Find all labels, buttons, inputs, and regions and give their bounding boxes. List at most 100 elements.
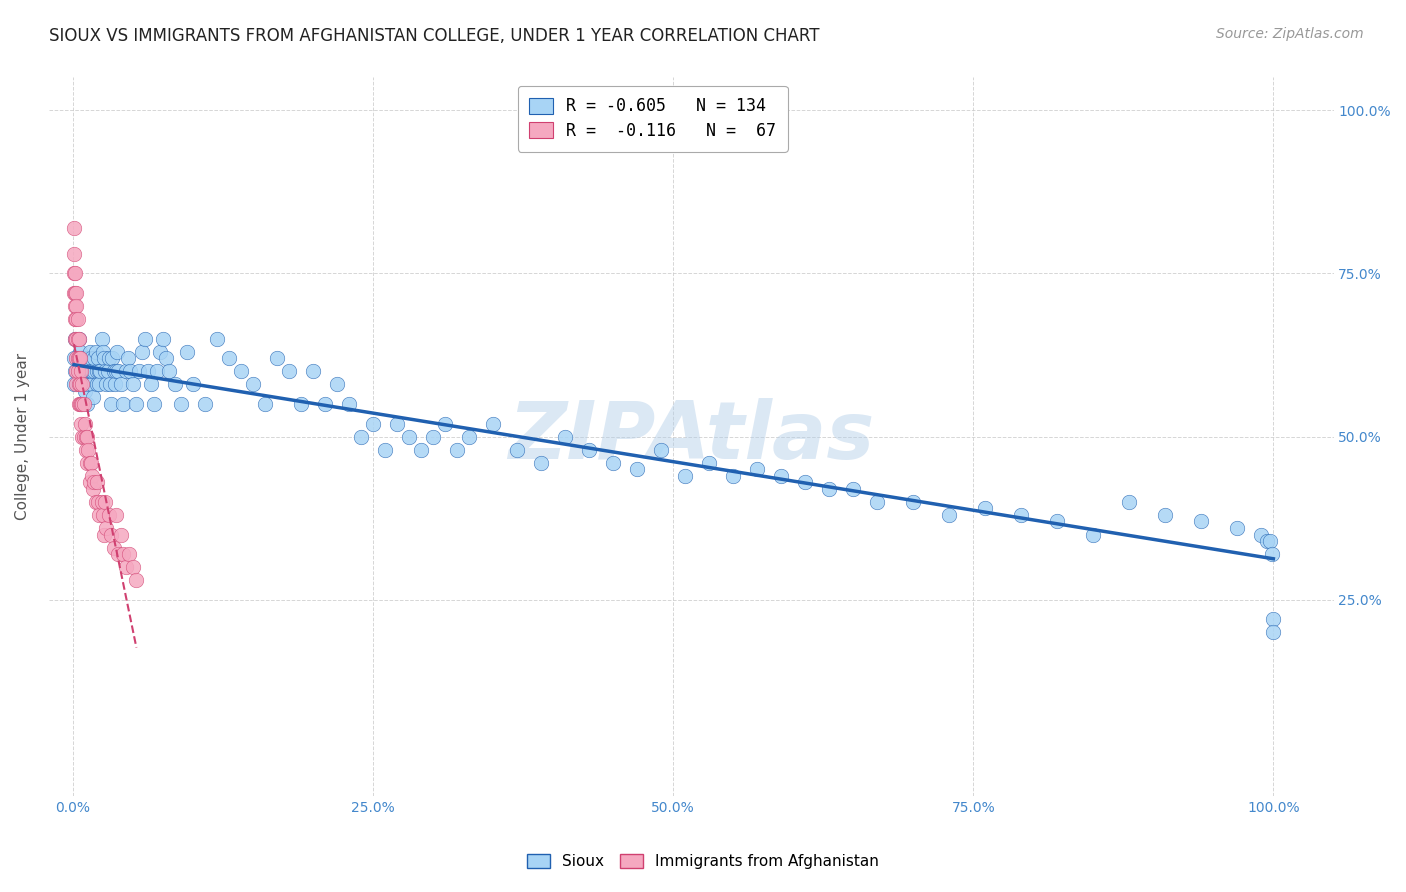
Point [146, 364, 169, 378]
Point [842, 482, 865, 496]
Point [107, 364, 129, 378]
Point [104, 508, 127, 522]
Point [125, 397, 148, 411]
Point [69, 364, 91, 378]
Legend: R = -0.605   N = 134, R =  -0.116   N =  67: R = -0.605 N = 134, R = -0.116 N = 67 [517, 86, 787, 152]
Point [125, 573, 148, 587]
Point [134, 332, 156, 346]
Point [229, 364, 252, 378]
Point [67, 351, 90, 366]
Point [205, 332, 228, 346]
Point [350, 429, 373, 443]
Point [530, 456, 553, 470]
Point [83, 351, 105, 366]
Point [314, 397, 336, 411]
Point [72, 429, 94, 443]
Point [506, 442, 529, 457]
Point [63, 299, 86, 313]
Point [770, 468, 793, 483]
Point [86, 364, 108, 378]
Point [76, 351, 98, 366]
Point [266, 351, 288, 366]
Point [794, 475, 817, 490]
Point [482, 417, 505, 431]
Point [76, 429, 98, 443]
Point [76, 397, 98, 411]
Point [63, 351, 86, 366]
Point [69, 397, 91, 411]
Point [149, 344, 172, 359]
Point [170, 397, 193, 411]
Point [433, 417, 456, 431]
Point [374, 442, 396, 457]
Point [121, 377, 143, 392]
Point [65, 312, 87, 326]
Point [72, 364, 94, 378]
Point [98, 377, 121, 392]
Point [747, 462, 769, 476]
Point [67, 332, 90, 346]
Point [138, 364, 160, 378]
Point [75, 442, 97, 457]
Point [554, 429, 576, 443]
Point [70, 351, 93, 366]
Point [105, 344, 128, 359]
Point [72, 377, 94, 392]
Point [65, 299, 87, 313]
Point [67, 377, 90, 392]
Point [626, 462, 648, 476]
Point [63, 285, 86, 300]
Point [97, 364, 120, 378]
Point [66, 332, 89, 346]
Point [104, 364, 127, 378]
Point [721, 468, 744, 483]
Point [87, 495, 110, 509]
Point [93, 527, 115, 541]
Point [96, 521, 118, 535]
Point [67, 397, 90, 411]
Point [277, 364, 299, 378]
Point [86, 475, 108, 490]
Point [63, 377, 86, 392]
Point [65, 364, 87, 378]
Point [181, 377, 204, 392]
Point [176, 344, 198, 359]
Point [80, 351, 103, 366]
Point [100, 397, 122, 411]
Point [112, 397, 135, 411]
Point [70, 397, 93, 411]
Point [139, 377, 162, 392]
Point [112, 547, 135, 561]
Point [69, 344, 91, 359]
Point [75, 429, 97, 443]
Point [1191, 515, 1213, 529]
Text: SIOUX VS IMMIGRANTS FROM AFGHANISTAN COLLEGE, UNDER 1 YEAR CORRELATION CHART: SIOUX VS IMMIGRANTS FROM AFGHANISTAN COL… [49, 27, 820, 45]
Point [1154, 508, 1177, 522]
Point [65, 351, 87, 366]
Point [63, 266, 86, 280]
Point [398, 429, 420, 443]
Point [66, 312, 89, 326]
Point [65, 351, 87, 366]
Point [72, 397, 94, 411]
Point [1261, 547, 1284, 561]
Point [1046, 515, 1069, 529]
Point [67, 332, 90, 346]
Point [89, 508, 111, 522]
Point [65, 332, 87, 346]
Point [155, 351, 177, 366]
Point [79, 475, 101, 490]
Point [90, 332, 112, 346]
Point [82, 482, 104, 496]
Point [446, 442, 468, 457]
Point [72, 397, 94, 411]
Point [107, 547, 129, 561]
Point [63, 220, 86, 235]
Point [118, 547, 141, 561]
Point [75, 377, 97, 392]
Point [96, 377, 118, 392]
Point [218, 351, 240, 366]
Point [117, 351, 139, 366]
Point [1258, 534, 1281, 549]
Point [84, 344, 107, 359]
